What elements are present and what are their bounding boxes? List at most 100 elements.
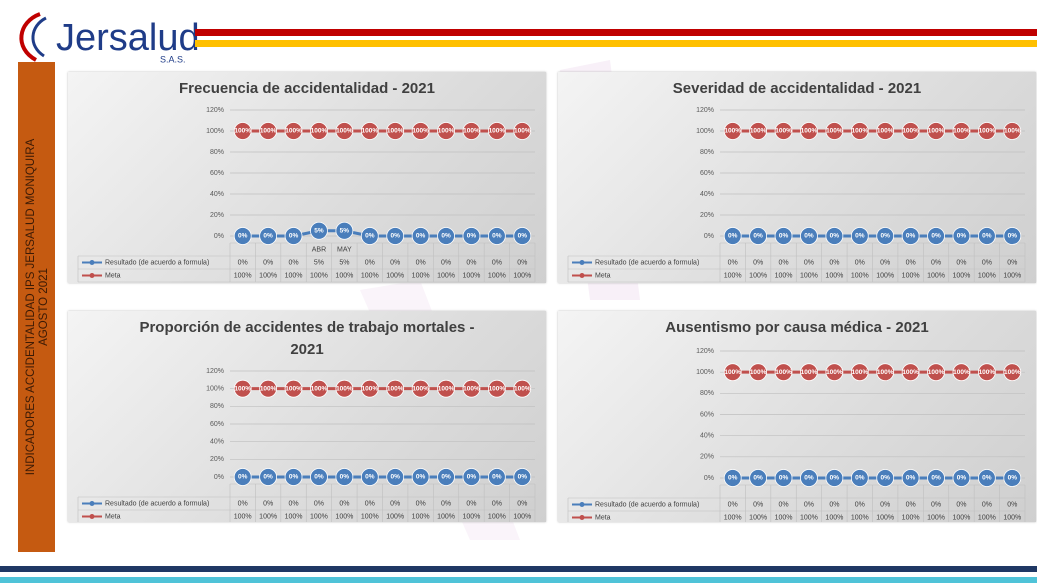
data-label: 0% <box>779 475 789 482</box>
data-label: 0% <box>906 233 916 240</box>
data-label: 100% <box>234 128 251 135</box>
table-value: 100% <box>437 272 455 279</box>
y-tick-label: 100% <box>696 128 714 135</box>
marker <box>749 363 768 382</box>
marker <box>876 122 895 140</box>
data-label: 0% <box>289 233 299 240</box>
y-tick-label: 100% <box>696 369 714 376</box>
marker <box>487 227 506 245</box>
y-tick-label: 100% <box>206 128 224 135</box>
data-label: 100% <box>387 128 404 135</box>
marker <box>901 469 920 487</box>
table-value: 100% <box>285 513 303 520</box>
table-value: 100% <box>285 272 303 279</box>
data-label: 0% <box>518 474 528 481</box>
marker <box>749 122 768 140</box>
marker <box>723 469 742 487</box>
logo: Jersalud <box>56 17 200 59</box>
marker <box>487 379 506 398</box>
data-label: 0% <box>753 475 763 482</box>
table-value: 0% <box>390 259 400 266</box>
y-tick-label: 80% <box>700 149 714 156</box>
chart-panel: 0% 20% 40% 60% 80% 100% 120% ABR MAY Resultado (d… <box>68 72 546 283</box>
y-tick-label: 20% <box>700 212 714 219</box>
chart-title: Ausentismo por causa médica - 2021 <box>665 319 929 336</box>
data-label: 100% <box>489 385 506 392</box>
marker <box>462 122 481 140</box>
y-tick-label: 0% <box>704 233 714 240</box>
marker <box>310 122 328 140</box>
data-label: 100% <box>311 385 328 392</box>
data-label: 100% <box>851 128 868 135</box>
table-value: 0% <box>365 259 375 266</box>
legend-marker <box>89 273 95 278</box>
data-label: 0% <box>881 475 891 482</box>
data-label: 100% <box>260 385 277 392</box>
data-label: 100% <box>234 385 251 392</box>
chart: 0% 20% 40% 60% 80% 100% 120% Resultado (de acue… <box>77 368 536 522</box>
y-tick-label: 40% <box>700 433 714 440</box>
marker <box>850 363 869 382</box>
table-value: 0% <box>829 501 839 508</box>
marker <box>437 227 455 245</box>
table-value: 100% <box>335 513 353 520</box>
marker <box>876 227 895 245</box>
data-label: 100% <box>285 128 302 135</box>
marker <box>386 379 405 398</box>
y-tick-label: 20% <box>210 456 224 463</box>
table-value: 100% <box>978 514 996 521</box>
table-value: 100% <box>463 272 481 279</box>
marker <box>411 122 430 140</box>
data-label: 100% <box>514 128 531 135</box>
y-tick-label: 80% <box>210 403 224 410</box>
data-label: 0% <box>906 475 916 482</box>
legend-marker <box>89 501 95 506</box>
y-tick-label: 60% <box>210 421 224 428</box>
data-label: 0% <box>779 233 789 240</box>
marker <box>952 469 971 487</box>
marker <box>259 379 278 398</box>
table-value: 100% <box>513 272 531 279</box>
data-label: 100% <box>775 369 792 376</box>
header-stripe <box>195 40 1037 47</box>
table-value: 100% <box>851 514 869 521</box>
marker <box>952 363 971 382</box>
table-value: 0% <box>263 500 273 507</box>
marker <box>437 468 455 486</box>
marker <box>825 469 844 487</box>
data-label: 100% <box>438 128 455 135</box>
marker <box>513 122 532 140</box>
data-label: 0% <box>340 474 350 481</box>
legend-marker <box>579 515 585 520</box>
marker <box>977 469 996 487</box>
side-subtitle: AGOSTO 2021 <box>38 268 50 346</box>
table-value: 0% <box>931 259 941 266</box>
chart-title: Severidad de accidentalidad - 2021 <box>672 80 922 97</box>
y-tick-label: 120% <box>696 107 714 114</box>
data-label: 100% <box>1004 128 1021 135</box>
footer-stripe <box>0 566 1037 572</box>
legend-label: Meta <box>595 514 611 521</box>
table-value: 100% <box>310 272 328 279</box>
data-label: 100% <box>1004 369 1021 376</box>
legend-marker <box>579 502 585 507</box>
data-label: 100% <box>826 369 843 376</box>
legend-label: Meta <box>105 272 121 279</box>
marker <box>284 122 303 140</box>
marker <box>259 122 278 140</box>
data-label: 100% <box>463 128 480 135</box>
table-value: 100% <box>488 513 506 520</box>
marker <box>850 469 869 487</box>
marker <box>284 379 303 398</box>
marker <box>901 122 920 140</box>
marker <box>952 122 971 140</box>
table-value: 0% <box>982 259 992 266</box>
y-tick-label: 0% <box>214 233 224 240</box>
marker <box>513 379 532 398</box>
marker <box>825 363 844 382</box>
data-label: 100% <box>928 128 945 135</box>
marker <box>335 221 354 240</box>
table-value: 0% <box>466 500 476 507</box>
data-label: 0% <box>518 233 528 240</box>
